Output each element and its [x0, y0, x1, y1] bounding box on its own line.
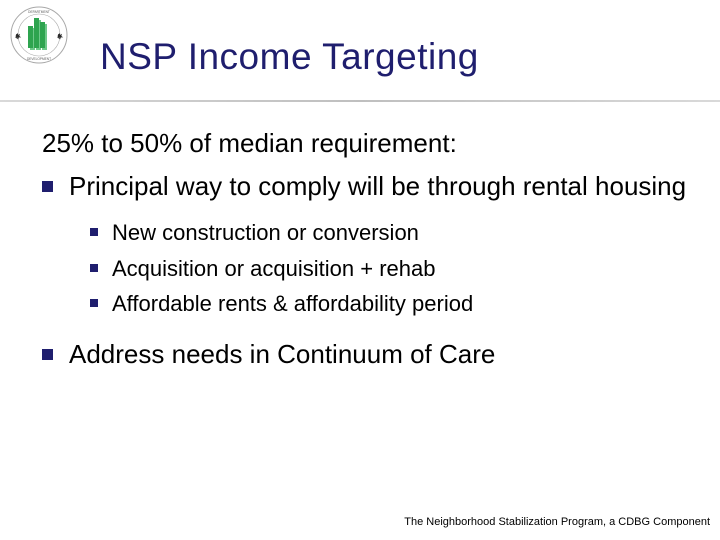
- list-item: Acquisition or acquisition + rehab: [90, 254, 690, 284]
- hud-logo: DEPARTMENT DEVELOPMENT: [10, 6, 68, 64]
- list-item: Affordable rents & affordability period: [90, 289, 690, 319]
- footer-text: The Neighborhood Stabilization Program, …: [404, 516, 710, 528]
- list-item: Address needs in Continuum of Care: [42, 337, 690, 372]
- square-bullet-icon: [90, 264, 98, 272]
- title-underline: [0, 100, 720, 102]
- bullet-text: New construction or conversion: [112, 218, 419, 248]
- square-bullet-icon: [42, 349, 53, 360]
- list-item: New construction or conversion: [90, 218, 690, 248]
- square-bullet-icon: [90, 228, 98, 236]
- square-bullet-icon: [90, 299, 98, 307]
- sub-list: New construction or conversion Acquisiti…: [90, 218, 690, 319]
- svg-text:DEVELOPMENT: DEVELOPMENT: [27, 57, 51, 61]
- bullet-text: Affordable rents & affordability period: [112, 289, 473, 319]
- bullet-text: Principal way to comply will be through …: [69, 169, 686, 204]
- square-bullet-icon: [42, 181, 53, 192]
- list-item: Principal way to comply will be through …: [42, 169, 690, 204]
- bullet-text: Acquisition or acquisition + rehab: [112, 254, 435, 284]
- intro-text: 25% to 50% of median requirement:: [42, 128, 690, 159]
- slide-content: 25% to 50% of median requirement: Princi…: [42, 128, 690, 380]
- svg-text:DEPARTMENT: DEPARTMENT: [28, 10, 50, 14]
- bullet-text: Address needs in Continuum of Care: [69, 337, 495, 372]
- slide-title: NSP Income Targeting: [100, 36, 479, 78]
